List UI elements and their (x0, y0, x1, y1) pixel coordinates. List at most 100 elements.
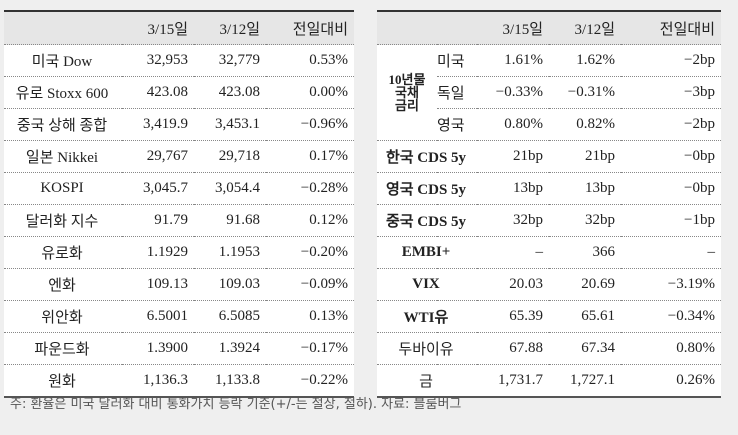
value-previous: 29,718 (194, 140, 266, 173)
header-date-current: 3/15일 (477, 11, 549, 45)
table-row: 10년물 국채 금리 미국 1.61% 1.62% −2bp (377, 44, 721, 141)
value-current: 91.79 (122, 204, 194, 237)
header-change: 전일대비 (266, 11, 354, 45)
value-previous: 32bp (549, 204, 621, 237)
value-previous: 91.68 (194, 204, 266, 237)
row-label: 두바이유 (377, 332, 477, 365)
value-change: −0.22% (300, 372, 348, 388)
row-label: 영국 (437, 108, 477, 141)
header-date-previous: 3/12일 (549, 11, 621, 45)
table-row: 일본 Nikkei 29,767 29,718 0.17% (4, 140, 354, 173)
table-row: 금 1,731.7 1,727.1 0.26% (377, 365, 721, 398)
value-current: 3,045.7 (122, 172, 194, 205)
table-row: 한국 CDS 5y 21bp 21bp −0bp (377, 140, 721, 173)
value-change: 0.12% (266, 204, 354, 237)
table-row: 중국 CDS 5y 32bp 32bp −1bp (377, 204, 721, 237)
value-previous: 1,727.1 (570, 372, 615, 388)
value-change: −1bp (621, 204, 721, 237)
row-label: 파운드화 (4, 332, 122, 365)
value-current: 21bp (477, 140, 549, 173)
value-current: 1.3900 (122, 332, 194, 365)
row-label: 금 (419, 374, 433, 390)
value-current: – (477, 236, 549, 269)
header-row: 3/15일 3/12일 전일대비 (377, 11, 721, 45)
value-previous: 67.34 (549, 332, 621, 365)
row-label: EMBI+ (377, 236, 477, 269)
value-current: 0.80% (477, 108, 549, 141)
row-label: 유로화 (4, 236, 122, 269)
value-previous: 6.5085 (194, 300, 266, 333)
value-current: 67.88 (477, 332, 549, 365)
header-change: 전일대비 (621, 11, 721, 45)
row-label: 중국 CDS 5y (377, 204, 477, 237)
value-previous: 21bp (549, 140, 621, 173)
value-current: 13bp (477, 172, 549, 205)
value-previous: 366 (549, 236, 621, 269)
row-label: 위안화 (4, 300, 122, 333)
value-current: 1,136.3 (143, 372, 188, 388)
value-previous: 20.69 (549, 268, 621, 301)
value-previous: 1,133.8 (215, 372, 260, 388)
row-label: 유로 Stoxx 600 (4, 76, 122, 109)
value-change: −2bp (621, 108, 721, 141)
value-previous: 1.3924 (194, 332, 266, 365)
table-row: 유로 Stoxx 600 423.08 423.08 0.00% (4, 76, 354, 109)
value-current: 423.08 (122, 76, 194, 109)
table-row: 영국 0.80% 0.82% −2bp (377, 108, 721, 141)
value-previous: 65.61 (549, 300, 621, 333)
value-previous: 3,054.4 (194, 172, 266, 205)
value-current: −0.33% (477, 76, 549, 109)
value-change: −0.17% (266, 332, 354, 365)
row-label: 한국 CDS 5y (377, 140, 477, 173)
value-change: −0.34% (621, 300, 721, 333)
table-row: 파운드화 1.3900 1.3924 −0.17% (4, 332, 354, 365)
value-previous: 0.82% (549, 108, 621, 141)
table-row: 위안화 6.5001 6.5085 0.13% (4, 300, 354, 333)
table-row: EMBI+ – 366 – (377, 236, 721, 269)
row-label: 영국 CDS 5y (377, 172, 477, 205)
value-current: 3,419.9 (122, 108, 194, 141)
value-change: −3bp (621, 76, 721, 109)
header-label (4, 11, 122, 45)
table-row: 달러화 지수 91.79 91.68 0.12% (4, 204, 354, 237)
value-current: 1.61% (477, 44, 549, 77)
value-previous: 32,779 (194, 44, 266, 77)
value-change: 0.26% (676, 372, 715, 388)
value-previous: 1.1953 (194, 236, 266, 269)
row-label: VIX (377, 268, 477, 301)
table-row: 엔화 109.13 109.03 −0.09% (4, 268, 354, 301)
value-current: 109.13 (122, 268, 194, 301)
value-previous: 109.03 (194, 268, 266, 301)
value-previous: 13bp (549, 172, 621, 205)
value-current: 29,767 (122, 140, 194, 173)
row-label: 엔화 (4, 268, 122, 301)
bond-group-label-line: 국채 (395, 85, 419, 100)
table-row: 원화 1,136.3 1,133.8 −0.22% (4, 365, 354, 398)
value-previous: 423.08 (194, 76, 266, 109)
row-label: WTI유 (377, 300, 477, 333)
bond-group-label: 10년물 국채 금리 (377, 44, 437, 141)
value-change: −0.96% (266, 108, 354, 141)
value-change: 0.13% (266, 300, 354, 333)
table-row: 독일 −0.33% −0.31% −3bp (377, 76, 721, 109)
value-change: −3.19% (621, 268, 721, 301)
value-change: −0bp (621, 172, 721, 205)
value-change: −2bp (621, 44, 721, 77)
table-row: 유로화 1.1929 1.1953 −0.20% (4, 236, 354, 269)
value-change: 0.53% (266, 44, 354, 77)
value-change: −0.09% (266, 268, 354, 301)
table-row: KOSPI 3,045.7 3,054.4 −0.28% (4, 172, 354, 205)
table-row: VIX 20.03 20.69 −3.19% (377, 268, 721, 301)
table-row: 두바이유 67.88 67.34 0.80% (377, 332, 721, 365)
header-label (377, 11, 477, 45)
value-change: 0.80% (621, 332, 721, 365)
row-label: 미국 Dow (4, 44, 122, 77)
value-change: −0.20% (266, 236, 354, 269)
footnote: 주: 환율은 미국 달러화 대비 통화가치 등락 기준(+/-는 절상, 절하)… (10, 397, 462, 412)
value-current: 6.5001 (122, 300, 194, 333)
value-change: – (621, 236, 721, 269)
row-label: KOSPI (4, 172, 122, 205)
row-label: 독일 (437, 76, 477, 109)
header-date-current: 3/15일 (122, 11, 194, 45)
row-label: 달러화 지수 (4, 204, 122, 237)
